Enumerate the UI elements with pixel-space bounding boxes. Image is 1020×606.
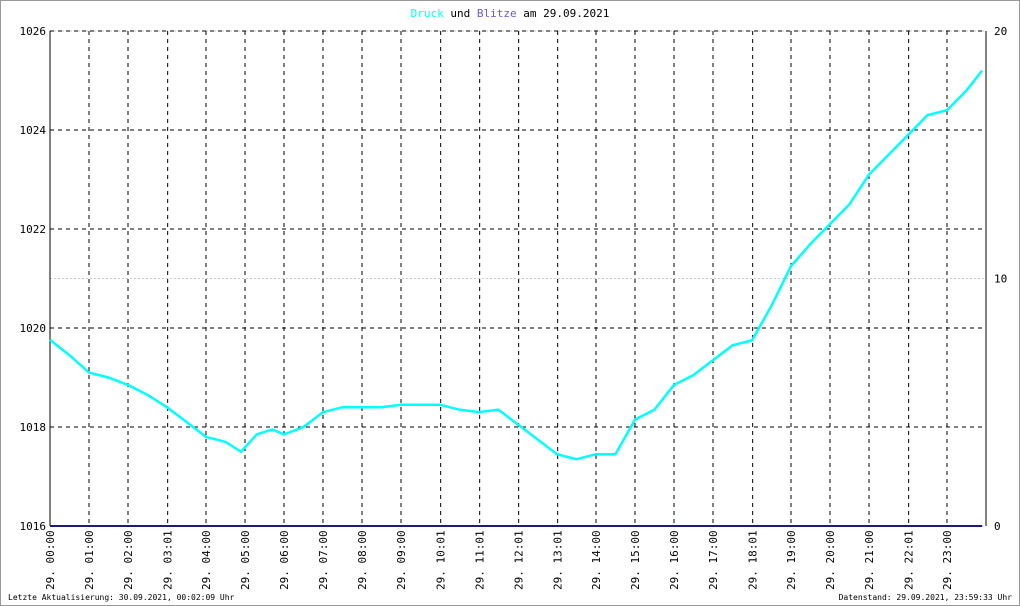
x-tick-label: 29. 22:01 xyxy=(903,530,916,590)
y-tick-label: 1016 xyxy=(20,520,47,533)
footer-right: Datenstand: 29.09.2021, 23:59:33 Uhr xyxy=(839,593,1013,602)
x-tick-label: 29. 09:00 xyxy=(395,530,408,590)
title-series: Blitze xyxy=(477,7,517,20)
y2-tick-label: 0 xyxy=(994,520,1001,533)
y-tick-label: 1024 xyxy=(20,124,47,137)
x-tick-label: 29. 15:00 xyxy=(629,530,642,590)
x-tick-label: 29. 18:01 xyxy=(747,530,760,590)
y2-tick-label: 10 xyxy=(994,273,1007,286)
x-tick-label: 29. 04:00 xyxy=(200,530,213,590)
y-tick-label: 1020 xyxy=(20,322,47,335)
y-tick-label: 1018 xyxy=(20,421,47,434)
title-date: am 29.09.2021 xyxy=(523,7,609,20)
y-tick-label: 1022 xyxy=(20,223,47,236)
x-tick-label: 29. 19:00 xyxy=(785,530,798,590)
x-tick-label: 29. 16:00 xyxy=(668,530,681,590)
x-tick-label: 29. 01:00 xyxy=(83,530,96,590)
x-tick-label: 29. 21:00 xyxy=(863,530,876,590)
x-tick-label: 29. 10:01 xyxy=(435,530,448,590)
x-tick-label: 29. 05:00 xyxy=(239,530,252,590)
x-tick-label: 29. 11:01 xyxy=(474,530,487,590)
x-tick-label: 29. 07:00 xyxy=(317,530,330,590)
x-tick-label: 29. 14:00 xyxy=(590,530,603,590)
x-tick-label: 29. 02:00 xyxy=(122,530,135,590)
x-tick-label: 29. 17:00 xyxy=(707,530,720,590)
x-tick-label: 29. 13:01 xyxy=(552,530,565,590)
y2-tick-label: 20 xyxy=(994,25,1007,38)
x-tick-label: 29. 20:00 xyxy=(824,530,837,590)
x-tick-label: 29. 03:01 xyxy=(162,530,175,590)
x-tick-label: 29. 12:01 xyxy=(513,530,526,590)
chart-title: Druck und Blitze am 29.09.2021 xyxy=(411,7,610,20)
title-series: Druck xyxy=(411,7,444,20)
x-tick-label: 29. 00:00 xyxy=(44,530,57,590)
y-tick-label: 1026 xyxy=(20,25,47,38)
footer-left: Letzte Aktualisierung: 30.09.2021, 00:02… xyxy=(8,593,235,602)
x-tick-label: 29. 08:00 xyxy=(356,530,369,590)
title-join: und xyxy=(450,7,470,20)
x-tick-label: 29. 23:00 xyxy=(941,530,954,590)
series-line xyxy=(49,69,984,461)
x-tick-label: 29. 06:00 xyxy=(278,530,291,590)
